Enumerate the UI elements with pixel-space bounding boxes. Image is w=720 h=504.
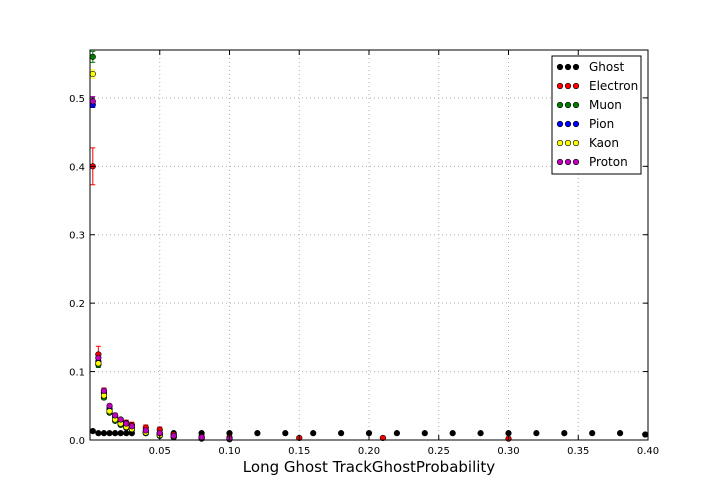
legend-marker-electron: [556, 82, 564, 90]
x-axis-label: Long Ghost TrackGhostProbability: [243, 458, 496, 476]
legend-marker-kaon: [572, 139, 580, 147]
point-proton: [128, 423, 135, 430]
point-ghost: [421, 430, 428, 437]
y-axis: 0.0 0.1 0.2 0.3 0.4 0.5: [69, 94, 648, 447]
point-ghost: [393, 430, 401, 437]
point-proton: [170, 432, 177, 439]
legend-marker-ghost: [556, 63, 564, 71]
point-ghost: [89, 428, 96, 435]
y-tick-label: 0.2: [69, 299, 85, 310]
point-proton: [112, 412, 119, 419]
point-proton: [95, 354, 102, 361]
point-muon: [89, 53, 96, 60]
legend-marker-pion: [572, 120, 580, 128]
legend-marker-proton: [572, 158, 580, 166]
point-ghost: [561, 430, 568, 437]
y-tick-label: 0.5: [69, 94, 85, 105]
point-proton: [89, 98, 96, 105]
legend-marker-pion: [556, 120, 564, 128]
legend-label-pion: Pion: [589, 117, 614, 131]
x-tick-label: 0.05: [149, 446, 171, 457]
point-proton: [117, 416, 124, 423]
y-tick-label: 0.1: [69, 368, 85, 379]
legend-marker-electron: [572, 82, 580, 90]
point-ghost: [338, 430, 345, 437]
y-tick-label: 0.0: [69, 436, 85, 447]
legend-label-electron: Electron: [589, 79, 638, 93]
point-ghost: [642, 431, 649, 438]
y-tick-label: 0.4: [69, 162, 85, 173]
legend-label-ghost: Ghost: [589, 60, 624, 74]
legend-label-proton: Proton: [589, 155, 628, 169]
legend-marker-ghost: [564, 63, 572, 71]
x-tick-label: 0.15: [288, 446, 310, 457]
point-proton: [142, 427, 149, 434]
x-tick-label: 0.20: [358, 446, 380, 457]
point-proton: [198, 434, 205, 441]
point-ghost: [589, 430, 596, 437]
legend: Ghost Electron Muon Pion Kaon Proton: [551, 55, 642, 175]
point-ghost: [449, 430, 456, 437]
legend-label-muon: Muon: [589, 98, 622, 112]
legend-marker-proton: [556, 158, 564, 166]
point-ghost: [123, 430, 130, 437]
point-ghost: [106, 430, 113, 437]
x-axis: 0.05 0.10 0.15 0.20 0.25 0.30 0.35 0.40: [149, 50, 659, 457]
x-tick-label: 0.10: [218, 446, 240, 457]
legend-marker-ghost: [572, 63, 580, 71]
point-ghost: [310, 430, 317, 437]
point-ghost: [254, 430, 261, 437]
y-tick-label: 0.3: [69, 231, 85, 242]
point-ghost: [533, 430, 540, 437]
point-ghost: [477, 430, 484, 437]
legend-marker-kaon: [556, 139, 564, 147]
point-ghost: [117, 430, 124, 437]
point-proton: [123, 420, 130, 427]
legend-marker-muon: [564, 101, 572, 109]
point-electron: [379, 434, 387, 442]
point-ghost: [95, 430, 102, 437]
legend-label-kaon: Kaon: [589, 136, 619, 150]
point-kaon: [95, 360, 102, 367]
legend-marker-muon: [556, 101, 564, 109]
x-tick-label: 0.40: [637, 446, 659, 457]
point-proton: [106, 402, 113, 409]
legend-marker-kaon: [564, 139, 572, 147]
data-points: [89, 53, 649, 443]
point-proton: [100, 387, 108, 394]
legend-marker-muon: [572, 101, 580, 109]
x-tick-label: 0.35: [567, 446, 589, 457]
point-kaon: [106, 408, 113, 415]
x-tick-label: 0.25: [428, 446, 450, 457]
point-kaon: [89, 70, 96, 78]
x-tick-label: 0.30: [497, 446, 519, 457]
point-ghost: [282, 430, 289, 437]
legend-frame: [551, 55, 642, 175]
point-ghost: [112, 430, 119, 437]
point-ghost: [100, 430, 108, 437]
legend-marker-electron: [564, 82, 572, 90]
point-ghost: [616, 430, 624, 437]
legend-marker-proton: [564, 158, 572, 166]
legend-marker-pion: [564, 120, 572, 128]
